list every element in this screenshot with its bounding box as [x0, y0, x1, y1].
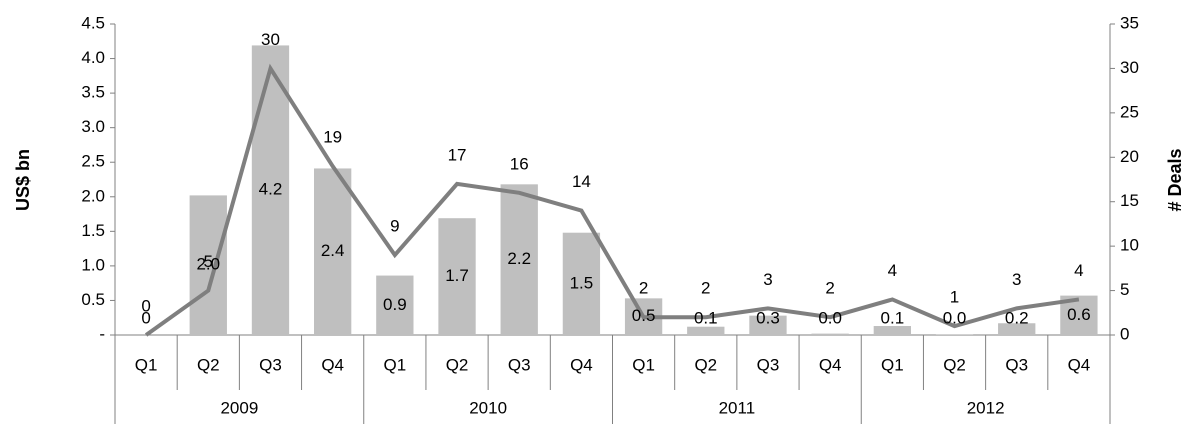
y2-tick-label: 25	[1120, 102, 1139, 121]
line-value-label: 30	[261, 30, 280, 49]
x-tick-label: Q2	[694, 355, 717, 374]
bar	[935, 334, 974, 335]
y2-tick-label: 35	[1120, 13, 1139, 32]
y2-tick-label: 30	[1120, 58, 1139, 77]
bar	[873, 326, 911, 335]
y-tick-label: 0.5	[81, 290, 105, 309]
line-value-label: 3	[763, 270, 772, 289]
bar-value-label: 2.4	[321, 241, 345, 260]
bar-value-label: 0.5	[632, 306, 656, 325]
x-tick-label: Q2	[197, 355, 220, 374]
line-value-label: 3	[1012, 270, 1021, 289]
line-value-label: 16	[510, 154, 529, 173]
x-tick-label: Q4	[819, 355, 842, 374]
bar-value-label: 0.9	[383, 295, 407, 314]
x-tick-label: Q2	[943, 355, 966, 374]
y2-tick-label: 15	[1120, 191, 1139, 210]
bar	[749, 315, 787, 335]
x-tick-label: Q4	[321, 355, 344, 374]
bar-value-label: 1.7	[445, 266, 469, 285]
x-tick-label: Q3	[259, 355, 282, 374]
x-tick-label: Q3	[1005, 355, 1028, 374]
x-tick-label: Q3	[508, 355, 531, 374]
bar	[314, 168, 352, 335]
bar-value-label: 0	[141, 308, 150, 327]
x-tick-label: Q1	[384, 355, 407, 374]
bar-value-label: 2.0	[196, 255, 220, 274]
bar	[998, 323, 1036, 335]
line-value-label: 5	[204, 252, 213, 271]
y2-tick-label: 20	[1120, 147, 1139, 166]
bar	[376, 275, 414, 335]
bar	[438, 218, 476, 335]
line-value-label: 4	[1074, 261, 1083, 280]
bar-value-label: 0.1	[694, 308, 718, 327]
y2-tick-label: 5	[1120, 280, 1129, 299]
x-tick-label: Q4	[570, 355, 593, 374]
y-axis-title: US$ bn	[13, 149, 33, 211]
bar	[500, 184, 538, 335]
y-tick-label: 4.0	[81, 48, 105, 67]
bar	[189, 195, 227, 335]
bar	[687, 326, 725, 335]
y-tick-label: 3.5	[81, 83, 105, 102]
bar	[562, 232, 601, 335]
year-label: 2010	[469, 398, 507, 417]
line-value-label: 2	[701, 279, 710, 298]
bar-value-label: 4.2	[259, 180, 283, 199]
bar-value-label: 2.2	[507, 249, 531, 268]
y2-tick-label: 10	[1120, 236, 1139, 255]
x-tick-label: Q1	[632, 355, 655, 374]
x-tick-label: Q1	[881, 355, 904, 374]
y-tick-label: 2.0	[81, 186, 105, 205]
bar-value-label: 0.2	[1005, 308, 1029, 327]
bar-value-label: 0.3	[756, 308, 780, 327]
x-tick-label: Q1	[135, 355, 158, 374]
y2-tick-label: 0	[1120, 324, 1129, 343]
x-tick-label: Q3	[757, 355, 780, 374]
line-value-label: 2	[639, 279, 648, 298]
bar-value-label: 1.5	[570, 273, 594, 292]
year-label: 2009	[220, 398, 258, 417]
bar	[811, 333, 849, 335]
x-tick-label: Q2	[446, 355, 469, 374]
y2-axis-title: # Deals	[1165, 148, 1185, 211]
year-label: 2012	[967, 398, 1005, 417]
line-value-label: 9	[390, 217, 399, 236]
bar-value-label: 0.0	[943, 308, 967, 327]
line-value-label: 0	[141, 296, 150, 315]
line-value-label: 2	[825, 279, 834, 298]
y-tick-label: 4.5	[81, 13, 105, 32]
y-tick-label: 3.0	[81, 117, 105, 136]
line-value-label: 17	[448, 145, 467, 164]
x-tick-label: Q4	[1068, 355, 1091, 374]
line	[144, 63, 1080, 337]
bar-value-label: 0.6	[1067, 305, 1091, 324]
bar-value-label: 0.1	[881, 308, 905, 327]
line-value-label: 1	[950, 288, 959, 307]
line-value-label: 4	[888, 261, 897, 280]
y-tick-label: 1.5	[81, 221, 105, 240]
bar-value-label: 0.0	[818, 308, 842, 327]
y-tick-label: 2.5	[81, 152, 105, 171]
line-value-label: 14	[572, 172, 591, 191]
y-tick-label: 1.0	[81, 255, 105, 274]
y-tick-label: -	[99, 324, 105, 343]
line-value-label: 19	[323, 128, 342, 147]
year-label: 2011	[719, 398, 756, 417]
bar	[251, 45, 290, 336]
